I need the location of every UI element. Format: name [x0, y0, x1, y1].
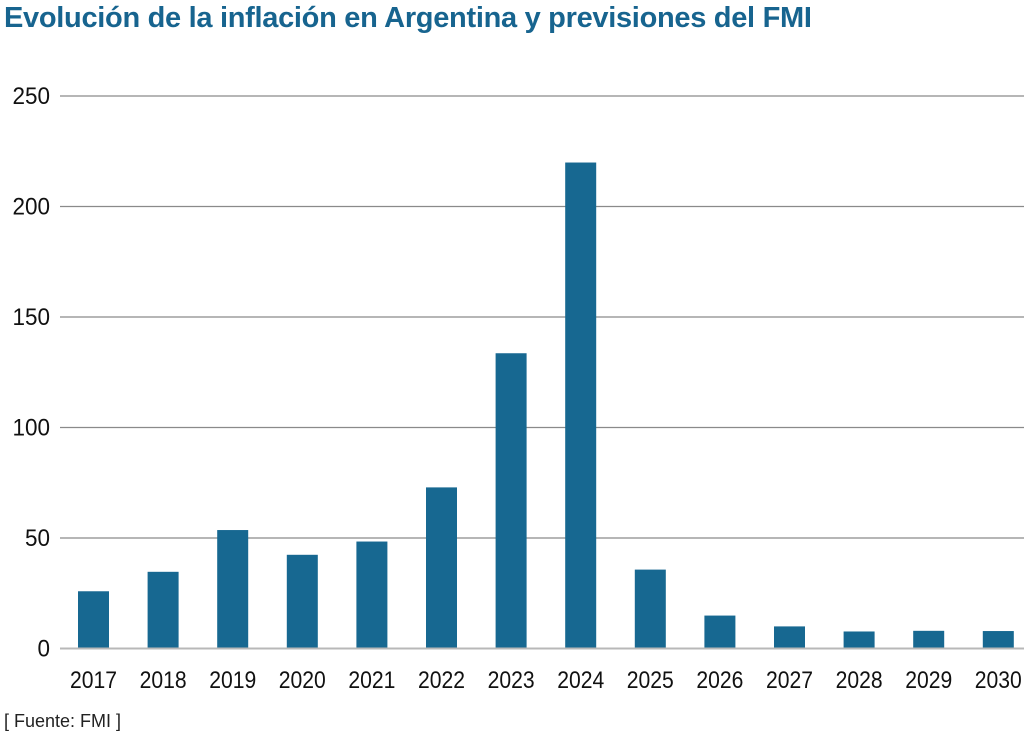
- x-tick-label: 2025: [627, 667, 674, 694]
- y-tick-label: 250: [13, 83, 51, 110]
- bar-2020: [286, 554, 318, 648]
- x-axis-ticks: 2017 2018 2019 2020 2021 2022 2023 2024 2025 2026…: [70, 667, 1022, 694]
- y-tick-label: 50: [25, 525, 50, 552]
- bar-2018: [147, 571, 179, 648]
- bar-2030: [982, 631, 1014, 648]
- y-axis-ticks: 0 50 100 150 200 250: [13, 83, 51, 663]
- x-tick-label: 2018: [140, 667, 187, 694]
- bar-2022: [426, 487, 457, 648]
- bar-2019: [217, 530, 249, 648]
- x-tick-label: 2024: [557, 667, 604, 694]
- bar-2021: [356, 541, 388, 648]
- source-note: [ Fuente: FMI ]: [4, 711, 122, 731]
- gridlines: [60, 95, 1024, 650]
- bars: [78, 162, 1014, 648]
- bar-2023: [495, 353, 527, 648]
- y-tick-label: 150: [13, 304, 51, 331]
- x-tick-label: 2022: [418, 667, 465, 694]
- chart-title: Evolución de la inflación en Argentina y…: [4, 2, 812, 34]
- bar-2028: [843, 631, 875, 648]
- bar-2025: [634, 569, 666, 648]
- bar-2026: [704, 615, 736, 648]
- y-tick-label: 100: [13, 415, 51, 442]
- x-tick-label: 2026: [696, 667, 743, 694]
- x-tick-label: 2030: [975, 667, 1022, 694]
- x-tick-label: 2019: [209, 667, 256, 694]
- bar-2024: [565, 162, 597, 648]
- y-tick-label: 200: [13, 194, 51, 221]
- bar-2017: [78, 591, 109, 648]
- x-tick-label: 2027: [766, 667, 813, 694]
- x-tick-label: 2020: [279, 667, 326, 694]
- x-tick-label: 2029: [905, 667, 952, 694]
- x-tick-label: 2017: [70, 667, 117, 694]
- y-tick-label: 0: [38, 636, 51, 663]
- bar-2029: [913, 630, 945, 648]
- x-tick-label: 2023: [488, 667, 535, 694]
- x-tick-label: 2028: [836, 667, 883, 694]
- bar-2027: [774, 626, 805, 648]
- x-tick-label: 2021: [348, 667, 395, 694]
